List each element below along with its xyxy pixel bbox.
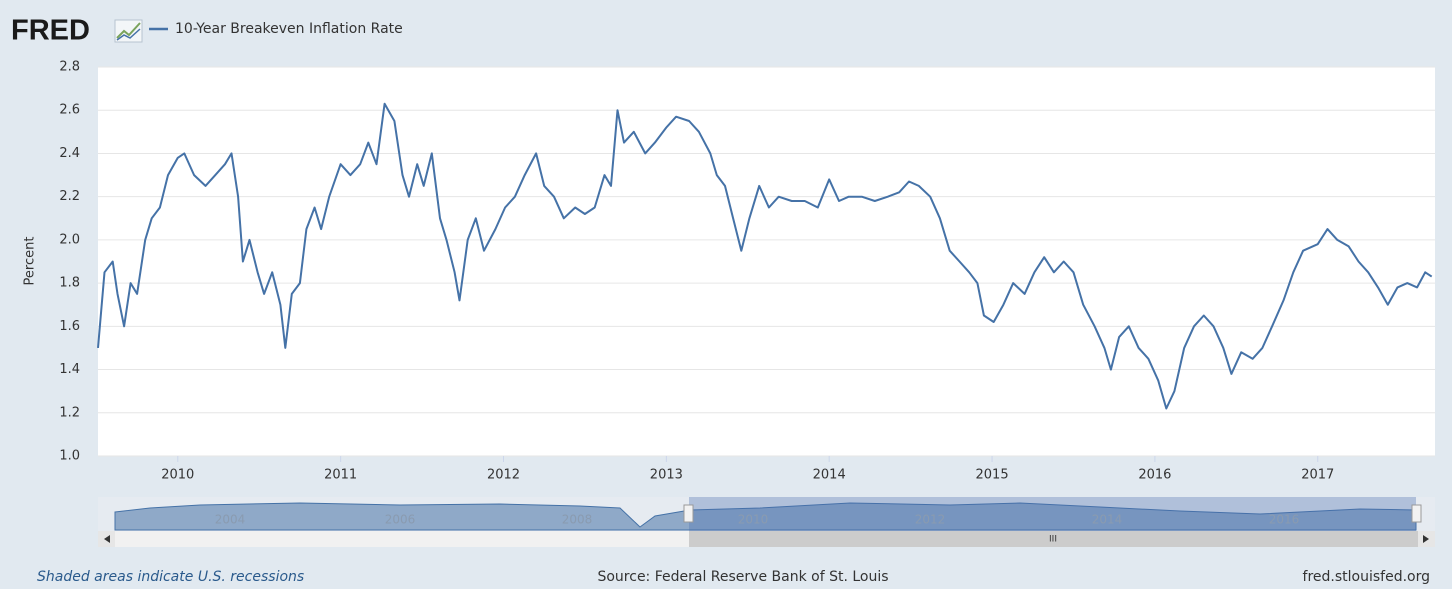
y-tick-label: 1.8 xyxy=(59,276,80,291)
navigator-handle[interactable] xyxy=(1411,504,1422,523)
scroll-right-arrow xyxy=(1423,535,1429,543)
navigator-label: 2010 xyxy=(738,513,769,527)
footer-note[interactable]: Shaded areas indicate U.S. recessions xyxy=(37,569,304,585)
line-series xyxy=(97,102,1433,410)
navigator: III xyxy=(98,497,1435,547)
navigator-area xyxy=(114,502,1417,531)
x-tick-label: 2010 xyxy=(161,468,194,483)
x-tick-label: 2017 xyxy=(1301,468,1334,483)
y-tick-label: 1.6 xyxy=(59,319,80,334)
navigator-label: 2008 xyxy=(562,513,593,527)
y-tick-label: 2.2 xyxy=(59,189,80,204)
y-tick-label: 1.0 xyxy=(59,449,80,464)
x-tick-label: 2014 xyxy=(813,468,846,483)
plot: 1.0 1.2 1.4 1.6 1.8 2.0 2.2 2.4 2.6 2.8 2010 2011 20… xyxy=(59,60,1435,483)
y-tick-label: 2.8 xyxy=(59,60,80,75)
navigator-handle[interactable] xyxy=(683,504,694,523)
navigator-label: 2016 xyxy=(1269,513,1300,527)
legend-label[interactable]: 10-Year Breakeven Inflation Rate xyxy=(175,21,403,37)
y-tick-label: 1.2 xyxy=(59,405,80,420)
footer-site[interactable]: fred.stlouisfed.org xyxy=(1303,569,1430,585)
x-tick-label: 2012 xyxy=(487,468,520,483)
x-tick-label: 2015 xyxy=(976,468,1009,483)
y-axis-label: Percent xyxy=(23,237,38,286)
navigator-selection[interactable] xyxy=(689,497,1416,531)
navigator-label: 2012 xyxy=(915,513,946,527)
navigator-label: 2014 xyxy=(1092,513,1123,527)
x-tick-label: 2016 xyxy=(1138,468,1171,483)
y-tick-label: 2.4 xyxy=(59,146,80,161)
y-tick-label: 2.6 xyxy=(59,103,80,118)
scroll-left-arrow xyxy=(104,535,110,543)
scrollbar-thumb[interactable] xyxy=(689,531,1418,547)
x-tick-label: 2013 xyxy=(650,468,683,483)
plot-area xyxy=(98,67,1435,456)
logo[interactable]: FRED xyxy=(11,15,90,47)
scrollbar-grip: III xyxy=(1049,535,1057,545)
x-tick-label: 2011 xyxy=(324,468,357,483)
navigator-label: 2006 xyxy=(385,513,416,527)
navigator-label: 2004 xyxy=(215,513,246,527)
y-tick-label: 2.0 xyxy=(59,232,80,247)
navigator-labels: 2004 2006 2008 2010 2012 2014 2016 xyxy=(215,513,1300,527)
footer-source: Source: Federal Reserve Bank of St. Loui… xyxy=(597,569,888,585)
y-tick-label: 1.4 xyxy=(59,362,80,377)
logo-icon xyxy=(114,19,143,43)
